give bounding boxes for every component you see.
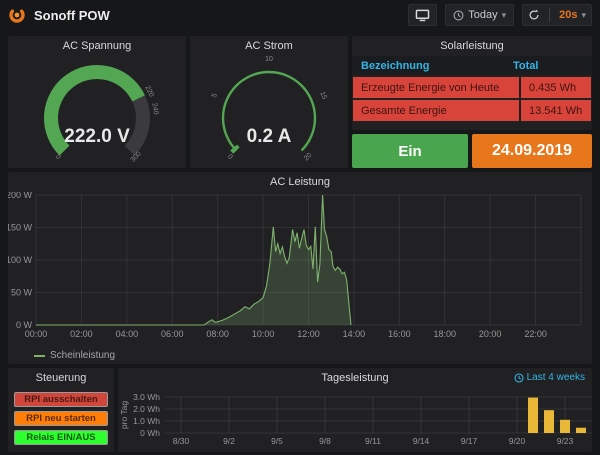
- svg-text:220: 220: [143, 85, 155, 99]
- tv-mode-button[interactable]: [408, 4, 438, 26]
- relay-state-panel[interactable]: Ein: [352, 134, 468, 168]
- svg-text:15: 15: [318, 91, 327, 101]
- svg-text:9/17: 9/17: [461, 436, 478, 446]
- svg-text:04:00: 04:00: [116, 329, 139, 339]
- panel-solarleistung: Solarleistung Bezeichnung Total Erzeugte…: [352, 36, 592, 130]
- svg-text:8/30: 8/30: [173, 436, 190, 446]
- row-value: 13.541 Wh: [521, 100, 591, 121]
- time-range-picker[interactable]: Today ▾: [445, 4, 515, 26]
- svg-text:10:00: 10:00: [252, 329, 275, 339]
- svg-text:0: 0: [226, 153, 234, 161]
- tv-icon: [415, 9, 430, 21]
- rpi-restart-button[interactable]: RPI neu starten: [14, 411, 108, 426]
- chevron-down-icon: ▾: [581, 9, 586, 20]
- svg-text:9/8: 9/8: [319, 436, 331, 446]
- svg-text:3.0 Wh: 3.0 Wh: [133, 392, 160, 402]
- svg-text:12:00: 12:00: [297, 329, 320, 339]
- row-value: 0.435 Wh: [521, 77, 591, 98]
- svg-text:00:00: 00:00: [25, 329, 48, 339]
- svg-text:0.2 A: 0.2 A: [247, 126, 292, 147]
- header: Sonoff POW Today ▾ 20s ▾: [0, 0, 600, 30]
- svg-text:0: 0: [54, 153, 62, 161]
- svg-text:10: 10: [265, 56, 273, 63]
- svg-text:08:00: 08:00: [206, 329, 229, 339]
- svg-text:16:00: 16:00: [388, 329, 411, 339]
- grafana-logo-icon: [9, 7, 25, 23]
- chart-legend[interactable]: Scheinleistung: [34, 350, 592, 361]
- refresh-icon: [529, 9, 539, 20]
- svg-text:9/2: 9/2: [223, 436, 235, 446]
- chevron-down-icon: ▾: [501, 9, 507, 20]
- dashboard-title: Sonoff POW: [34, 7, 110, 23]
- panel-title-ac-strom[interactable]: AC Strom: [245, 40, 293, 52]
- relay-toggle-button[interactable]: Relais EIN/AUS: [14, 430, 108, 445]
- svg-text:pro Tag: pro Tag: [119, 401, 129, 429]
- panel-title-ac-leistung[interactable]: AC Leistung: [270, 176, 330, 188]
- svg-text:222.0 V: 222.0 V: [64, 126, 130, 147]
- clock-icon: [514, 372, 524, 383]
- svg-text:0 W: 0 W: [16, 320, 33, 330]
- table-row: Gesamte Energie 13.541 Wh: [353, 100, 591, 121]
- svg-text:1.0 Wh: 1.0 Wh: [133, 416, 160, 426]
- svg-text:2.0 Wh: 2.0 Wh: [133, 404, 160, 414]
- time-range-label: Today: [468, 9, 498, 21]
- panel-ac-strom: AC Strom 0 5 10 15 20 0.2 A: [190, 36, 348, 168]
- svg-text:200 W: 200 W: [8, 192, 33, 200]
- column-header-bezeichnung[interactable]: Bezeichnung: [361, 59, 430, 72]
- legend-series-label[interactable]: Scheinleistung: [50, 350, 116, 361]
- svg-text:9/5: 9/5: [271, 436, 283, 446]
- row-label: Gesamte Energie: [353, 100, 519, 121]
- panel-title-steuerung[interactable]: Steuerung: [35, 372, 87, 384]
- clock-icon: [453, 10, 464, 20]
- panel-title-ac-spannung[interactable]: AC Spannung: [62, 40, 132, 52]
- panel-title-tagesleistung[interactable]: Tagesleistung: [321, 372, 389, 384]
- svg-text:9/20: 9/20: [509, 436, 526, 446]
- time-shift-label: Last 4 weeks: [526, 372, 585, 383]
- svg-text:18:00: 18:00: [433, 329, 456, 339]
- date-panel: 24.09.2019: [472, 134, 592, 168]
- svg-text:100 W: 100 W: [8, 255, 33, 265]
- panel-steuerung: Steuerung RPI ausschalten RPI neu starte…: [8, 368, 114, 452]
- svg-text:02:00: 02:00: [70, 329, 93, 339]
- svg-text:22:00: 22:00: [524, 329, 547, 339]
- rpi-shutdown-button[interactable]: RPI ausschalten: [14, 392, 108, 407]
- time-shift-link[interactable]: Last 4 weeks: [514, 372, 585, 383]
- table-row: Erzeugte Energie von Heute 0.435 Wh: [353, 77, 591, 98]
- panel-ac-leistung: AC Leistung 0 W 50 W 100 W 150 W 200 W 00:00 0…: [6, 172, 592, 364]
- svg-text:20:00: 20:00: [479, 329, 502, 339]
- ac-leistung-chart[interactable]: 0 W 50 W 100 W 150 W 200 W 00:00 02:00 04:00 06:…: [6, 190, 592, 344]
- svg-text:9/11: 9/11: [365, 436, 381, 446]
- panel-title-solarleistung[interactable]: Solarleistung: [440, 40, 504, 52]
- row-label: Erzeugte Energie von Heute: [353, 77, 519, 98]
- svg-text:5: 5: [211, 92, 219, 98]
- column-header-total[interactable]: Total: [513, 59, 539, 72]
- divider: [549, 8, 551, 22]
- svg-text:06:00: 06:00: [161, 329, 184, 339]
- tagesleistung-chart[interactable]: 0 Wh 1.0 Wh 2.0 Wh 3.0 Wh 8/30 9/2 9/5 9/8 9/11 9…: [118, 388, 597, 450]
- svg-text:9/14: 9/14: [413, 436, 430, 446]
- svg-text:240: 240: [150, 103, 159, 116]
- panel-tagesleistung: Tagesleistung Last 4 weeks 0 Wh 1.0 Wh 2.0…: [118, 368, 597, 452]
- table-header: Bezeichnung Total: [352, 56, 592, 75]
- panel-ac-spannung: AC Spannung 0 220 240 300 222.0 V: [8, 36, 186, 168]
- gauge-ac-strom: 0 5 10 15 20 0.2 A: [211, 56, 328, 163]
- svg-text:50 W: 50 W: [11, 288, 33, 298]
- svg-text:150 W: 150 W: [8, 223, 33, 233]
- svg-text:20: 20: [303, 152, 314, 163]
- svg-text:9/23: 9/23: [557, 436, 574, 446]
- refresh-interval-label: 20s: [559, 9, 578, 21]
- legend-series-marker: [34, 354, 45, 357]
- svg-text:14:00: 14:00: [343, 329, 366, 339]
- svg-text:0 Wh: 0 Wh: [140, 428, 160, 438]
- refresh-controls[interactable]: 20s ▾: [522, 4, 592, 26]
